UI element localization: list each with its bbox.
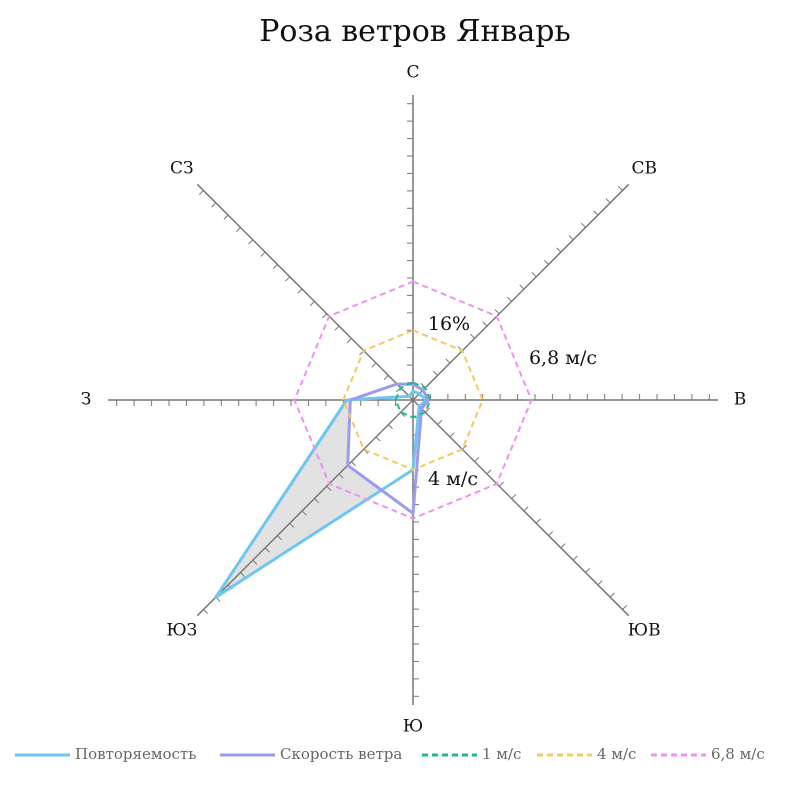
radial-axis xyxy=(412,399,630,617)
tick-mark xyxy=(301,510,307,516)
radial-axis xyxy=(196,399,414,617)
tick-mark xyxy=(240,572,246,578)
tick-mark xyxy=(511,493,517,499)
tick-mark xyxy=(260,251,266,257)
tick-mark xyxy=(437,420,443,425)
tick-mark xyxy=(519,284,525,290)
series-area xyxy=(347,384,429,514)
tick-mark xyxy=(272,264,278,270)
tick-mark xyxy=(572,555,578,561)
tick-mark xyxy=(388,424,393,430)
tick-mark xyxy=(314,498,320,504)
tick-mark xyxy=(326,485,332,491)
tick-mark xyxy=(289,522,295,528)
axis-label: СВ xyxy=(631,158,657,178)
tick-mark xyxy=(461,444,467,450)
tick-mark xyxy=(597,580,603,586)
tick-mark xyxy=(424,407,430,413)
tick-mark xyxy=(556,247,562,253)
tick-mark xyxy=(482,321,488,327)
tick-mark xyxy=(285,276,291,282)
annotation: 6,8 м/с xyxy=(529,347,597,369)
axis-label: В xyxy=(734,390,747,410)
chart-title: Роза ветров Январь xyxy=(259,14,571,49)
tick-mark xyxy=(334,325,340,331)
tick-mark xyxy=(252,559,258,565)
axis-label: Ю xyxy=(403,717,423,737)
tick-mark xyxy=(297,288,303,294)
tick-mark xyxy=(605,198,611,204)
tick-mark xyxy=(486,469,492,475)
tick-mark xyxy=(198,190,204,196)
tick-mark xyxy=(322,313,328,319)
tick-mark xyxy=(449,432,455,438)
series-line xyxy=(293,280,533,520)
tick-mark xyxy=(543,259,549,265)
tick-mark xyxy=(474,457,480,462)
tick-mark xyxy=(568,235,574,241)
legend-label: 4 м/с xyxy=(597,745,636,763)
tick-mark xyxy=(346,338,352,343)
tick-mark xyxy=(585,567,591,573)
tick-mark xyxy=(248,239,254,245)
series-line xyxy=(346,382,431,515)
tick-mark xyxy=(445,358,451,364)
tick-mark xyxy=(338,473,344,479)
tick-mark xyxy=(548,530,554,536)
legend-label: 6,8 м/с xyxy=(711,745,765,763)
tick-mark xyxy=(609,592,615,598)
tick-mark xyxy=(223,214,229,220)
tick-mark xyxy=(235,227,241,233)
tick-mark xyxy=(498,481,504,487)
tick-mark xyxy=(203,609,209,615)
tick-mark xyxy=(277,535,283,541)
tick-mark xyxy=(309,301,315,307)
tick-mark xyxy=(211,202,217,208)
axis-label: С xyxy=(406,63,419,83)
tick-mark xyxy=(264,547,270,553)
annotation: 4 м/с xyxy=(428,468,478,490)
series-line xyxy=(394,381,432,419)
axis-label: ЮЗ xyxy=(166,621,197,641)
tick-mark xyxy=(531,272,537,278)
tick-mark xyxy=(617,185,623,191)
legend-label: Повторяемость xyxy=(75,745,196,763)
annotation: 16% xyxy=(428,313,470,335)
legend-label: Скорость ветра xyxy=(280,745,402,763)
tick-mark xyxy=(622,604,628,610)
series-line xyxy=(342,329,484,471)
tick-mark xyxy=(383,375,389,380)
tick-mark xyxy=(560,543,566,549)
radial-axis xyxy=(412,183,630,401)
tick-mark xyxy=(371,362,377,368)
axis-label: З xyxy=(81,390,92,410)
tick-mark xyxy=(535,518,541,524)
tick-mark xyxy=(494,309,500,315)
axis-label: ЮВ xyxy=(628,621,661,641)
legend-label: 1 м/с xyxy=(482,745,521,763)
tick-mark xyxy=(580,222,586,228)
tick-mark xyxy=(593,210,599,216)
tick-mark xyxy=(433,370,438,376)
tick-mark xyxy=(351,461,356,467)
tick-mark xyxy=(375,436,381,442)
axis-label: СЗ xyxy=(170,158,194,178)
tick-mark xyxy=(506,296,512,302)
tick-mark xyxy=(470,333,475,339)
radial-axis xyxy=(196,183,414,401)
tick-mark xyxy=(523,506,529,512)
